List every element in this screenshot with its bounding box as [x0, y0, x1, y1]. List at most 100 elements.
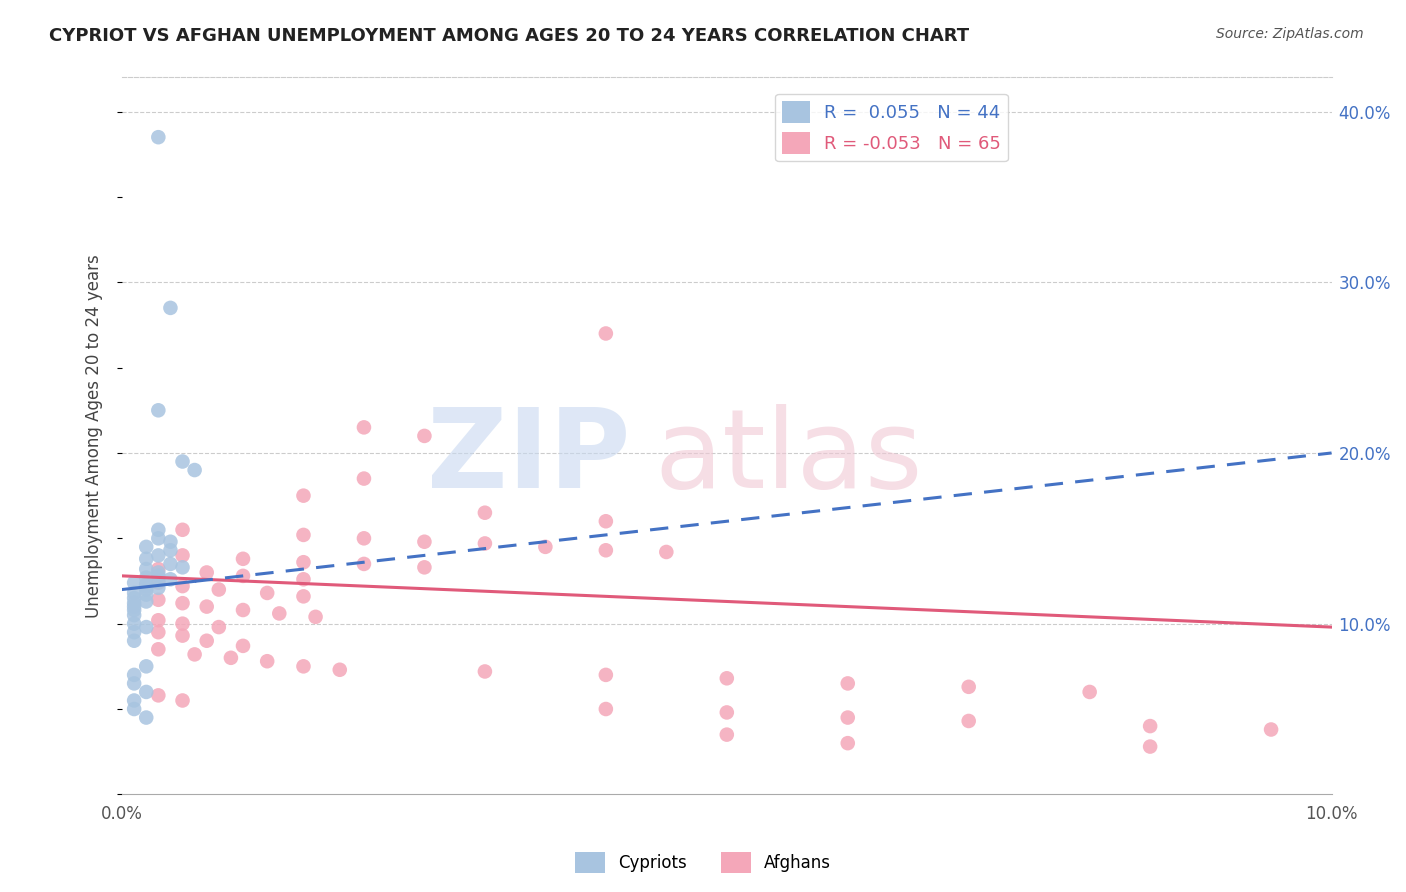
Point	[135, 588, 157, 602]
Point	[148, 592, 170, 607]
Point	[148, 532, 170, 546]
Text: ZIP: ZIP	[426, 404, 630, 511]
Point	[304, 610, 326, 624]
Point	[135, 582, 157, 597]
Point	[474, 665, 496, 679]
Point	[122, 625, 145, 640]
Point	[595, 326, 617, 341]
Point	[232, 551, 254, 566]
Point	[353, 532, 375, 546]
Point	[183, 648, 205, 662]
Point	[148, 562, 170, 576]
Point	[122, 596, 145, 610]
Point	[122, 676, 145, 690]
Point	[269, 607, 291, 621]
Text: Source: ZipAtlas.com: Source: ZipAtlas.com	[1216, 27, 1364, 41]
Point	[183, 463, 205, 477]
Point	[122, 586, 145, 600]
Point	[1139, 719, 1161, 733]
Point	[353, 557, 375, 571]
Point	[172, 523, 194, 537]
Point	[256, 586, 278, 600]
Point	[195, 599, 218, 614]
Point	[122, 616, 145, 631]
Point	[655, 545, 678, 559]
Point	[148, 689, 170, 703]
Point	[122, 599, 145, 614]
Point	[122, 608, 145, 623]
Point	[148, 613, 170, 627]
Point	[148, 581, 170, 595]
Point	[353, 420, 375, 434]
Point	[957, 714, 980, 728]
Point	[135, 594, 157, 608]
Point	[135, 659, 157, 673]
Point	[837, 736, 859, 750]
Point	[148, 569, 170, 583]
Point	[135, 562, 157, 576]
Point	[148, 574, 170, 588]
Point	[135, 551, 157, 566]
Point	[135, 620, 157, 634]
Legend: R =  0.055   N = 44, R = -0.053   N = 65: R = 0.055 N = 44, R = -0.053 N = 65	[775, 94, 1008, 161]
Point	[595, 543, 617, 558]
Point	[172, 549, 194, 563]
Point	[256, 654, 278, 668]
Point	[122, 668, 145, 682]
Point	[122, 633, 145, 648]
Point	[159, 572, 181, 586]
Point	[208, 620, 231, 634]
Point	[172, 616, 194, 631]
Y-axis label: Unemployment Among Ages 20 to 24 years: Unemployment Among Ages 20 to 24 years	[86, 254, 103, 618]
Point	[534, 540, 557, 554]
Point	[122, 693, 145, 707]
Point	[232, 639, 254, 653]
Point	[135, 577, 157, 591]
Point	[172, 596, 194, 610]
Point	[208, 582, 231, 597]
Point	[172, 454, 194, 468]
Point	[148, 523, 170, 537]
Point	[122, 603, 145, 617]
Point	[957, 680, 980, 694]
Point	[292, 572, 315, 586]
Point	[148, 625, 170, 640]
Point	[292, 555, 315, 569]
Point	[1260, 723, 1282, 737]
Point	[837, 710, 859, 724]
Point	[122, 702, 145, 716]
Point	[716, 706, 738, 720]
Legend: Cypriots, Afghans: Cypriots, Afghans	[568, 846, 838, 880]
Point	[148, 130, 170, 145]
Point	[219, 650, 242, 665]
Point	[148, 575, 170, 590]
Point	[232, 603, 254, 617]
Point	[172, 579, 194, 593]
Point	[292, 528, 315, 542]
Point	[148, 642, 170, 657]
Point	[329, 663, 352, 677]
Text: atlas: atlas	[654, 404, 922, 511]
Point	[232, 569, 254, 583]
Point	[413, 429, 436, 443]
Point	[595, 668, 617, 682]
Point	[716, 728, 738, 742]
Point	[413, 560, 436, 574]
Point	[122, 591, 145, 605]
Point	[474, 506, 496, 520]
Point	[172, 560, 194, 574]
Point	[148, 403, 170, 417]
Point	[837, 676, 859, 690]
Point	[292, 590, 315, 604]
Point	[159, 557, 181, 571]
Point	[172, 629, 194, 643]
Point	[474, 536, 496, 550]
Point	[195, 633, 218, 648]
Point	[716, 671, 738, 685]
Point	[195, 566, 218, 580]
Point	[159, 534, 181, 549]
Point	[595, 514, 617, 528]
Text: CYPRIOT VS AFGHAN UNEMPLOYMENT AMONG AGES 20 TO 24 YEARS CORRELATION CHART: CYPRIOT VS AFGHAN UNEMPLOYMENT AMONG AGE…	[49, 27, 969, 45]
Point	[135, 579, 157, 593]
Point	[413, 534, 436, 549]
